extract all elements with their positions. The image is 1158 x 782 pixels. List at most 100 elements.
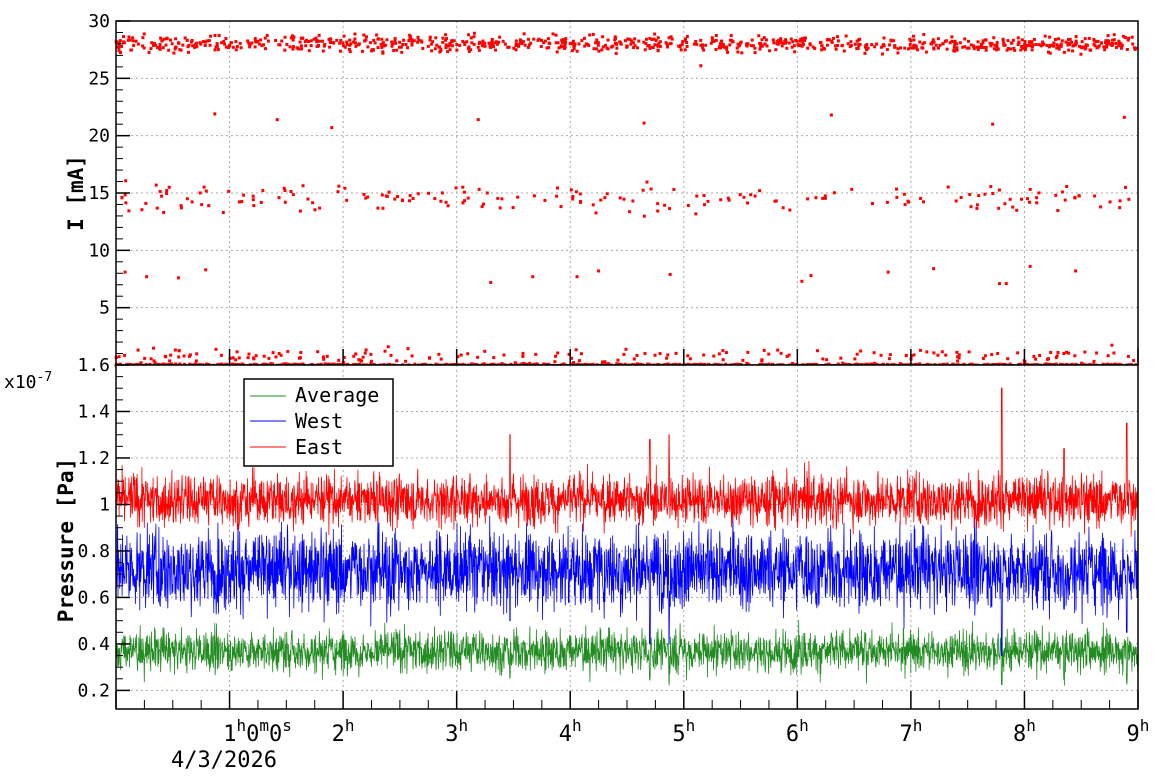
current-point (1048, 35, 1052, 39)
current-point (313, 208, 317, 212)
current-point (937, 46, 941, 50)
current-point (1083, 350, 1087, 354)
current-point (531, 275, 535, 279)
current-point (120, 44, 124, 48)
current-point (390, 44, 394, 48)
current-point (1118, 199, 1122, 203)
current-point (307, 49, 311, 53)
current-point (517, 44, 521, 48)
current-point (337, 358, 341, 362)
current-point (469, 48, 473, 52)
current-point (615, 46, 619, 50)
current-point (1013, 48, 1017, 52)
current-point (967, 39, 971, 43)
current-point (187, 354, 191, 358)
current-point (1059, 42, 1063, 46)
current-point (745, 44, 749, 48)
current-point (446, 50, 450, 54)
current-point (477, 187, 481, 191)
current-point (642, 40, 646, 44)
current-point (1037, 43, 1041, 47)
current-point (117, 40, 121, 44)
current-point (263, 36, 267, 40)
current-point (222, 39, 226, 43)
current-point (169, 38, 173, 42)
current-point (368, 41, 372, 45)
current-point (983, 192, 987, 196)
legend-label-east: East (295, 435, 343, 459)
current-point (483, 349, 487, 353)
current-point (1057, 44, 1061, 48)
pressure-y-tick-label: 0.2 (77, 680, 110, 701)
current-point (1028, 187, 1032, 191)
pressure-x-tick-label: 5h (672, 716, 695, 747)
current-point (185, 38, 189, 42)
current-point (1006, 47, 1010, 51)
current-point (801, 39, 805, 43)
current-point (160, 39, 164, 43)
current-point (431, 40, 435, 44)
current-point (532, 37, 536, 41)
current-point (506, 45, 510, 49)
current-point (648, 36, 652, 40)
current-point (746, 201, 750, 205)
current-point (865, 362, 869, 366)
current-point (369, 359, 373, 363)
current-point (1038, 353, 1042, 357)
current-point (873, 45, 877, 49)
pressure-y-tick-label: 1.6 (77, 355, 110, 376)
current-point (1068, 37, 1072, 41)
current-point (925, 350, 929, 354)
current-point (872, 351, 876, 355)
current-point (912, 34, 916, 38)
current-point (753, 46, 757, 50)
current-point (622, 352, 626, 356)
current-point (234, 358, 238, 362)
current-point (1117, 44, 1121, 48)
current-point (477, 41, 481, 45)
current-point (650, 45, 654, 49)
current-point (1074, 39, 1078, 43)
current-point (896, 47, 900, 51)
current-point (683, 48, 687, 52)
current-point (364, 35, 368, 39)
current-point (217, 33, 221, 37)
pressure-panel: 0.2 0.4 0.6 0.8 1 1.2 1.4 1.6 1h0m0s 2h 3h 4h 5h 6h 7… (4, 355, 1149, 773)
current-point (389, 353, 393, 357)
current-point (912, 38, 916, 42)
current-point (291, 38, 295, 42)
current-point (806, 46, 810, 50)
current-point (644, 37, 648, 41)
current-point (1028, 41, 1032, 45)
current-point (428, 38, 432, 42)
current-point (821, 196, 825, 200)
current-point (322, 357, 326, 361)
current-point (904, 353, 908, 357)
current-point (829, 113, 833, 117)
current-point (1016, 351, 1020, 355)
current-point (413, 362, 417, 366)
current-point (522, 361, 526, 365)
current-point (924, 50, 928, 54)
current-point (117, 49, 121, 53)
current-point (399, 45, 403, 49)
current-point (291, 47, 295, 51)
current-point (160, 194, 164, 198)
current-point (185, 197, 189, 201)
current-point (912, 44, 916, 48)
current-point (1131, 42, 1135, 46)
current-point (643, 352, 647, 356)
current-point (493, 41, 497, 45)
current-point (441, 36, 445, 40)
current-point (131, 36, 135, 40)
current-point (780, 44, 784, 48)
current-point (1112, 38, 1116, 42)
current-point (958, 41, 962, 45)
current-point (309, 44, 313, 48)
current-point (785, 354, 789, 358)
current-point (793, 50, 797, 54)
current-point (1057, 47, 1061, 51)
current-point (352, 354, 356, 358)
current-point (1028, 200, 1032, 204)
current-point (714, 38, 718, 42)
